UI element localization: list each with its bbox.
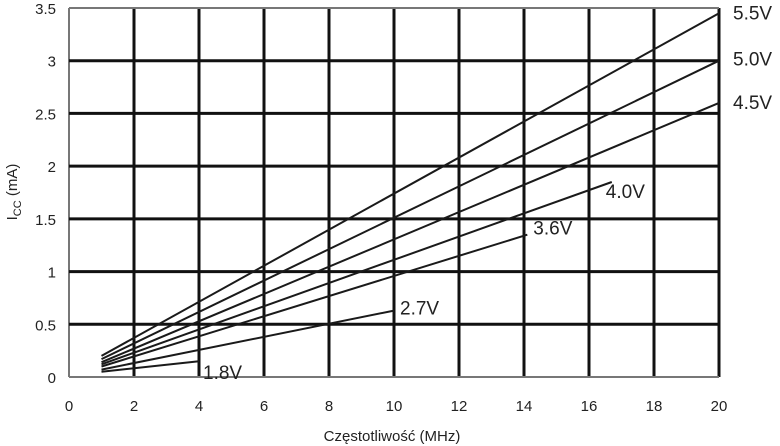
y-axis-title-main: I bbox=[4, 216, 21, 220]
y-axis-title-sub: CC bbox=[12, 200, 24, 216]
y-tick-label: 0 bbox=[48, 370, 56, 387]
grid bbox=[68, 7, 721, 378]
y-tick-label: 0.5 bbox=[35, 317, 56, 334]
y-tick-label: 2.5 bbox=[35, 106, 56, 123]
x-tick-label: 14 bbox=[516, 398, 533, 415]
series-lines bbox=[101, 12, 720, 373]
x-tick-label: 6 bbox=[260, 398, 268, 415]
x-axis-title: Częstotliwość (MHz) bbox=[324, 428, 461, 445]
x-tick-label: 0 bbox=[65, 398, 73, 415]
y-tick-label: 3.5 bbox=[35, 1, 56, 18]
x-tick-label: 20 bbox=[711, 398, 728, 415]
series-label-1-8V: 1.8V bbox=[203, 363, 242, 384]
x-tick-labels: 0 2 4 6 8 10 12 14 16 18 20 bbox=[65, 398, 728, 415]
x-tick-label: 12 bbox=[451, 398, 468, 415]
series-line-2-7V bbox=[101, 309, 395, 371]
series-line-5-5V bbox=[101, 12, 720, 357]
x-tick-label: 10 bbox=[386, 398, 403, 415]
y-axis-title-rest: (mA) bbox=[4, 164, 21, 201]
x-tick-label: 18 bbox=[646, 398, 663, 415]
series-label-3-6V: 3.6V bbox=[533, 219, 572, 240]
x-tick-label: 2 bbox=[130, 398, 138, 415]
y-tick-label: 1 bbox=[48, 265, 56, 282]
y-axis-title: ICC (mA) bbox=[4, 164, 24, 221]
series-label-2-7V: 2.7V bbox=[400, 299, 439, 320]
series-line-4-5V bbox=[101, 101, 720, 364]
y-tick-labels: 0 0.5 1 1.5 2 2.5 3 3.5 bbox=[35, 1, 56, 387]
series-label-4-5V: 4.5V bbox=[733, 93, 772, 114]
y-tick-label: 3 bbox=[48, 54, 56, 71]
y-tick-label: 1.5 bbox=[35, 212, 56, 229]
x-tick-label: 8 bbox=[325, 398, 333, 415]
x-tick-label: 16 bbox=[581, 398, 598, 415]
series-label-4-0V: 4.0V bbox=[606, 182, 645, 203]
series-label-5-0V: 5.0V bbox=[733, 50, 772, 71]
x-tick-label: 4 bbox=[195, 398, 203, 415]
series-labels: 5.5V 5.0V 4.5V 4.0V 3.6V 2.7V 1.8V bbox=[203, 3, 772, 384]
series-line-3-6V bbox=[101, 233, 528, 368]
series-line-4-0V bbox=[101, 181, 613, 366]
y-tick-label: 2 bbox=[48, 159, 56, 176]
series-label-5-5V: 5.5V bbox=[733, 3, 772, 24]
series-line-5-0V bbox=[101, 59, 720, 361]
series-line-1-8V bbox=[101, 360, 200, 373]
